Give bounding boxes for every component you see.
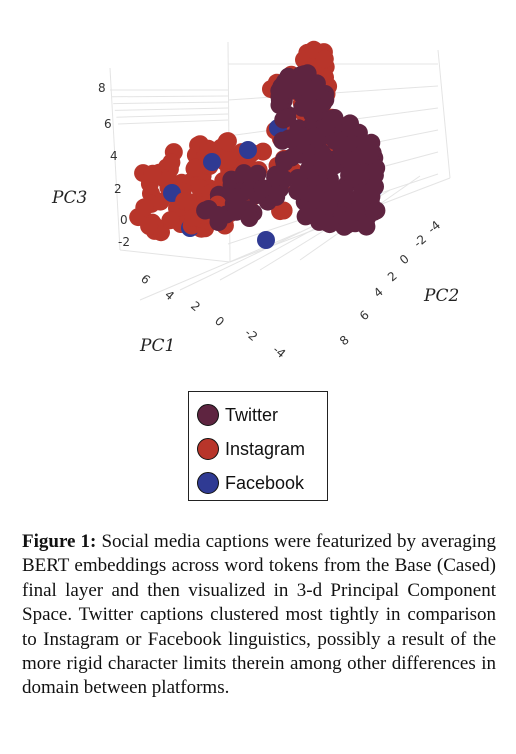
twitter-point (314, 145, 333, 164)
twitter-point (296, 78, 315, 97)
twitter-point (288, 182, 307, 201)
twitter-point (352, 183, 371, 202)
pc1-tick-label: -2 (242, 326, 260, 344)
pc3-axis-title: PC3 (51, 188, 87, 208)
pc2-axis-title: PC2 (423, 286, 459, 306)
twitter-point (196, 201, 215, 220)
facebook-point (257, 231, 275, 249)
pc2-tick-label: -4 (425, 218, 443, 236)
twitter-point (266, 168, 285, 187)
twitter-point (234, 164, 253, 183)
twitter-swatch (197, 404, 219, 426)
legend: Twitter Instagram Facebook (188, 391, 328, 501)
grid-line (111, 95, 229, 98)
legend-label-twitter: Twitter (225, 404, 279, 425)
grid-right-wall-edge (437, 49, 451, 179)
instagram-point (143, 164, 162, 183)
legend-label-facebook: Facebook (225, 472, 305, 493)
legend-label-instagram: Instagram (225, 438, 306, 459)
facebook-point (203, 153, 221, 171)
twitter-point (288, 169, 307, 187)
pc2-tick-label: 6 (357, 308, 372, 324)
pc1-tick-label: 0 (212, 314, 227, 330)
instagram-point (162, 153, 181, 172)
twitter-point (304, 184, 323, 203)
grid-left-floor-edge (119, 249, 231, 263)
pc3-tick-label: 8 (98, 81, 106, 95)
pc1-tick-label: 6 (138, 272, 153, 288)
twitter-point (339, 150, 358, 169)
figure-caption: Figure 1: Social media captions were fea… (22, 530, 496, 701)
facebook-swatch (197, 472, 219, 494)
instagram-point (135, 198, 154, 217)
facebook-point (239, 141, 257, 159)
twitter-point (305, 127, 324, 146)
pc2-tick-label: -2 (411, 232, 429, 250)
instagram-point (315, 49, 334, 68)
instagram-point (219, 151, 238, 169)
instagram-point (217, 132, 236, 151)
grid-line (117, 119, 229, 125)
twitter-point (290, 129, 309, 147)
twitter-point (298, 93, 317, 112)
pc1-tick-label: -4 (270, 343, 288, 361)
pc2-tick-label: 0 (397, 252, 412, 268)
twitter-point (341, 118, 360, 137)
pc1-axis-title: PC1 (139, 336, 175, 356)
twitter-point (274, 110, 293, 129)
pc3-tick-label: 0 (120, 213, 128, 227)
twitter-point (272, 77, 291, 96)
data-points (129, 40, 386, 249)
pc3-tick-label: 6 (104, 117, 112, 131)
grid-line (113, 101, 229, 105)
grid-line (139, 231, 301, 301)
pc3-tick-label: -2 (118, 235, 130, 249)
twitter-point (345, 202, 364, 221)
twitter-point (329, 183, 348, 202)
twitter-point (240, 209, 259, 227)
grid-line (114, 107, 229, 111)
caption-text: Social media captions were featurized by… (22, 531, 496, 699)
instagram-point (186, 158, 205, 177)
legend-item-twitter[interactable]: Twitter (197, 400, 278, 430)
grid-line (116, 113, 229, 118)
pc1-tick-label: 2 (188, 299, 203, 315)
instagram-point (140, 217, 159, 235)
instagram-point (274, 201, 293, 220)
pc2-tick-label: 8 (337, 333, 352, 349)
twitter-point (253, 179, 272, 198)
legend-item-instagram[interactable]: Instagram (197, 434, 305, 464)
twitter-point (225, 188, 244, 207)
legend-item-facebook[interactable]: Facebook (197, 468, 304, 498)
twitter-point (332, 135, 351, 154)
figure-label: Figure 1: (22, 531, 97, 552)
twitter-point (296, 207, 315, 226)
grid-line (179, 217, 331, 291)
pc3-tick-label: 4 (110, 149, 118, 163)
pc2-tick-label: 2 (385, 269, 400, 285)
grid-left-wall-edge (109, 67, 121, 251)
pc3-tick-label: 2 (114, 182, 122, 196)
twitter-point (365, 202, 383, 221)
pc2-tick-label: 4 (371, 285, 386, 301)
twitter-point (313, 158, 332, 177)
twitter-point (319, 197, 338, 216)
twitter-point (274, 151, 293, 170)
instagram-swatch (197, 438, 219, 460)
